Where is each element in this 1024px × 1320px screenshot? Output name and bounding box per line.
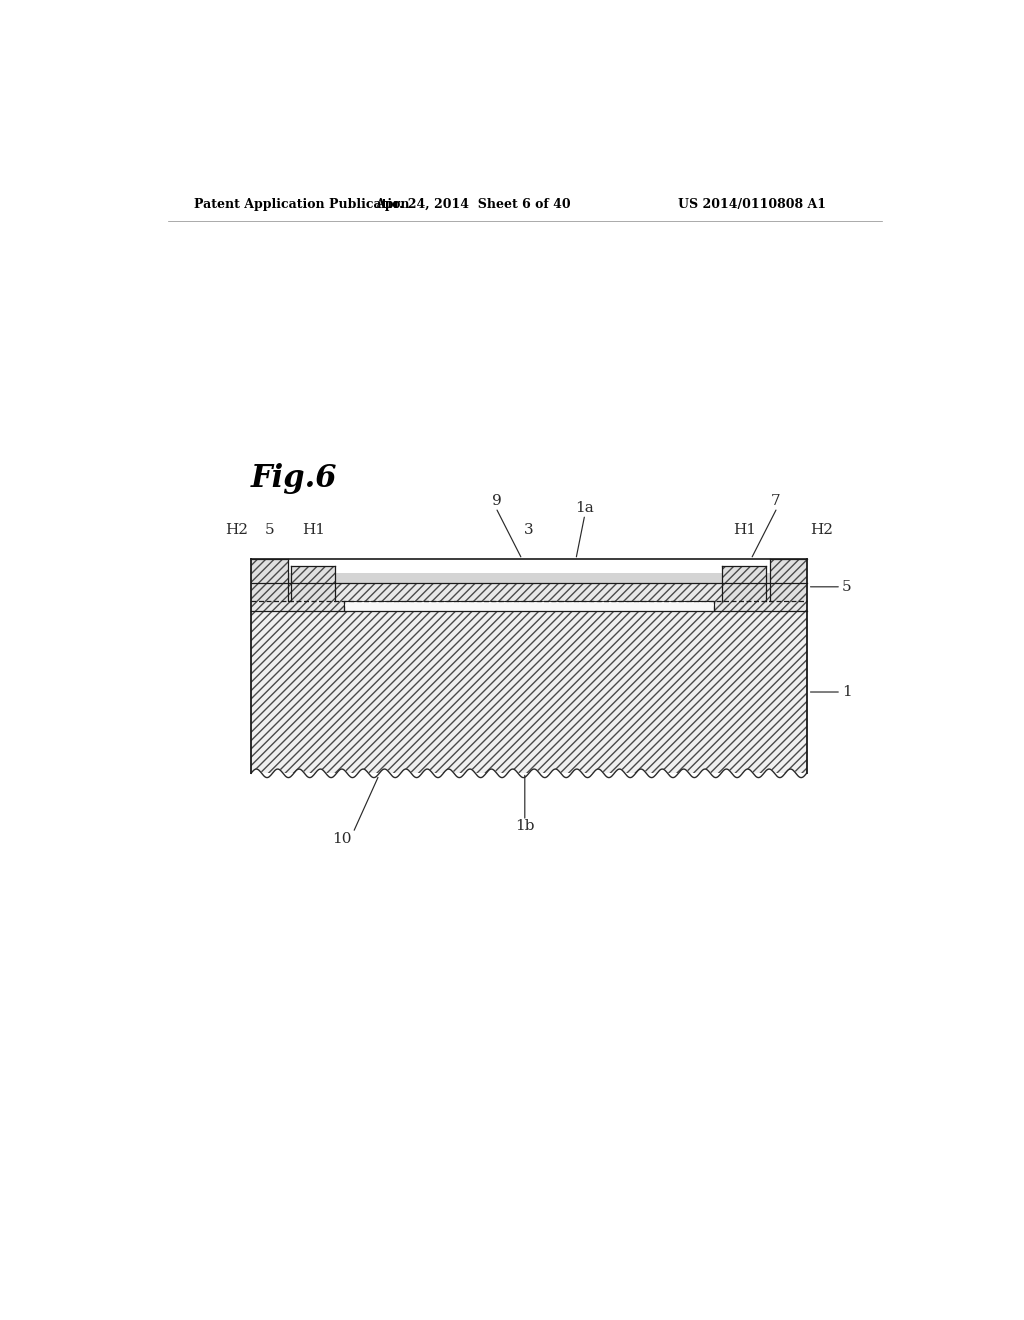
Bar: [251, 611, 807, 774]
Text: 7: 7: [771, 494, 780, 508]
Text: Patent Application Publication: Patent Application Publication: [194, 198, 410, 211]
Text: Apr. 24, 2014  Sheet 6 of 40: Apr. 24, 2014 Sheet 6 of 40: [376, 198, 571, 211]
Bar: [714, 583, 807, 611]
Text: 5: 5: [842, 579, 852, 594]
Text: H1: H1: [302, 523, 325, 536]
Text: 9: 9: [493, 494, 502, 508]
Text: H2: H2: [225, 523, 248, 536]
Text: 10: 10: [333, 833, 352, 846]
Bar: [251, 573, 807, 583]
Text: 1a: 1a: [574, 502, 594, 515]
Bar: [770, 558, 807, 601]
Bar: [722, 566, 766, 601]
Bar: [292, 566, 335, 601]
Text: 5: 5: [264, 523, 274, 536]
Bar: [251, 558, 288, 601]
Text: 1b: 1b: [515, 818, 535, 833]
Bar: [251, 583, 807, 601]
Text: 3: 3: [524, 523, 534, 536]
Text: Fig.6: Fig.6: [251, 463, 338, 494]
Bar: [251, 583, 344, 611]
Text: H2: H2: [810, 523, 833, 536]
Text: H1: H1: [733, 523, 756, 536]
Bar: [339, 601, 719, 611]
Text: 1: 1: [842, 685, 852, 700]
Text: US 2014/0110808 A1: US 2014/0110808 A1: [678, 198, 826, 211]
